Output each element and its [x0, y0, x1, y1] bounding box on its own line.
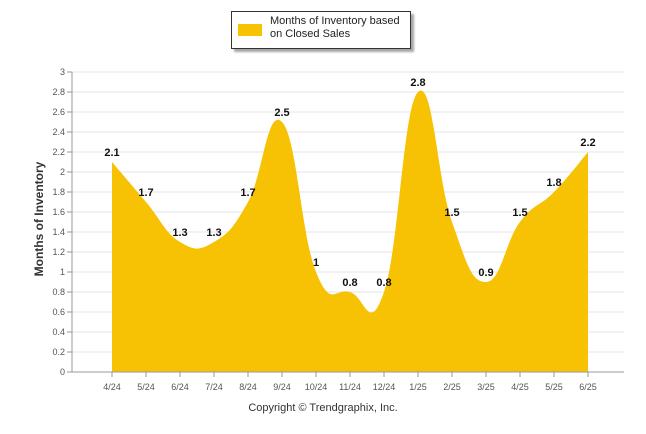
legend-label: Months of Inventory based on Closed Sale…: [270, 15, 400, 40]
y-axis-title: Months of Inventory: [32, 161, 46, 277]
x-tick-label: 6/24: [171, 382, 189, 392]
y-tick-label: 2.6: [52, 107, 65, 117]
y-tick-label: 0.4: [52, 327, 65, 337]
y-tick-label: 2: [60, 167, 65, 177]
data-label: 2.2: [580, 137, 595, 149]
data-label: 1.5: [444, 207, 459, 219]
data-label: 0.9: [478, 267, 493, 279]
data-label: 2.1: [104, 147, 119, 159]
data-label: 0.8: [342, 277, 357, 289]
x-tick-label: 12/24: [373, 382, 396, 392]
data-label: 0.8: [376, 277, 391, 289]
data-label: 1.8: [546, 177, 561, 189]
y-tick-label: 0.8: [52, 287, 65, 297]
data-label: 1.7: [138, 187, 153, 199]
data-label: 1.3: [206, 227, 221, 239]
y-tick-label: 0.6: [52, 307, 65, 317]
y-tick-label: 3: [60, 67, 65, 77]
x-tick-label: 4/24: [103, 382, 121, 392]
x-tick-label: 5/24: [137, 382, 155, 392]
x-tick-label: 3/25: [477, 382, 495, 392]
x-tick-label: 10/24: [305, 382, 328, 392]
x-tick-label: 4/25: [511, 382, 529, 392]
y-tick-label: 1: [60, 267, 65, 277]
data-label: 1: [313, 257, 319, 269]
x-tick-label: 1/25: [409, 382, 427, 392]
y-tick-label: 0.2: [52, 347, 65, 357]
y-tick-label: 1.4: [52, 227, 65, 237]
data-label: 1.7: [240, 187, 255, 199]
copyright-text: Copyright © Trendgraphix, Inc.: [248, 402, 398, 414]
data-label: 1.3: [172, 227, 187, 239]
data-label: 1.5: [512, 207, 527, 219]
x-tick-label: 7/24: [205, 382, 223, 392]
legend: Months of Inventory based on Closed Sale…: [231, 11, 411, 49]
x-tick-label: 5/25: [545, 382, 563, 392]
x-tick-label: 8/24: [239, 382, 257, 392]
area-series: [112, 90, 588, 372]
x-tick-label: 6/25: [579, 382, 597, 392]
x-tick-label: 2/25: [443, 382, 461, 392]
y-tick-label: 1.8: [52, 187, 65, 197]
y-tick-label: 0: [60, 367, 65, 377]
x-tick-label: 9/24: [273, 382, 291, 392]
y-tick-label: 1.6: [52, 207, 65, 217]
y-tick-label: 2.8: [52, 87, 65, 97]
data-label: 2.8: [410, 77, 425, 89]
legend-swatch: [238, 24, 262, 36]
x-tick-label: 11/24: [339, 382, 361, 392]
y-tick-label: 1.2: [52, 247, 65, 257]
y-tick-label: 2.2: [52, 147, 65, 157]
data-label: 2.5: [274, 107, 289, 119]
y-tick-label: 2.4: [52, 127, 65, 137]
